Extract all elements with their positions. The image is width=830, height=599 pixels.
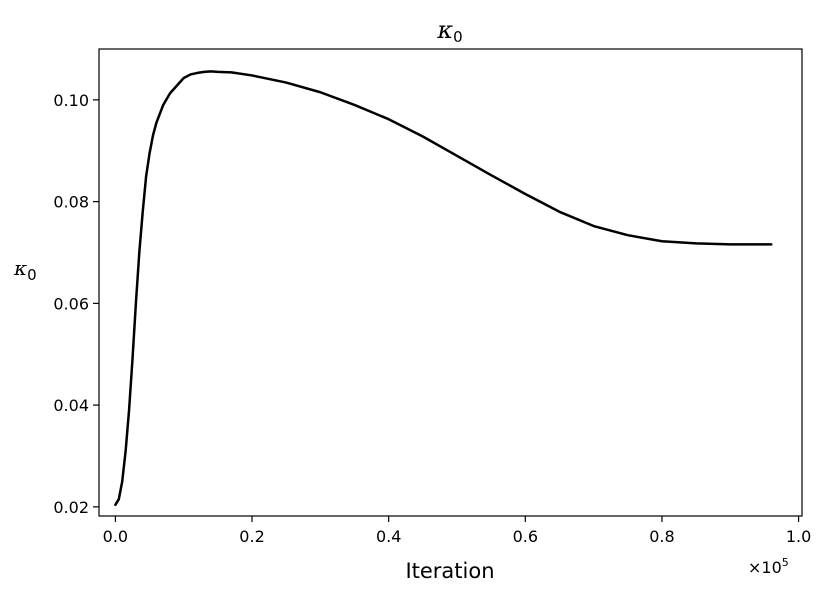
x-axis-label: Iteration xyxy=(405,559,494,583)
x-tick-label: 0.6 xyxy=(513,527,538,546)
x-tick-label: 1.0 xyxy=(786,527,811,546)
chart-title-symbol: κ xyxy=(436,16,453,44)
plot-frame xyxy=(98,48,803,517)
x-axis-multiplier-base: ×10 xyxy=(748,558,782,577)
x-tick-label: 0.2 xyxy=(239,527,264,546)
x-axis-multiplier-exponent: 5 xyxy=(782,556,789,569)
y-tick-label: 0.10 xyxy=(53,91,89,110)
y-axis-label-symbol: κ xyxy=(13,256,27,280)
x-axis-ticks: 0.0 0.2 0.4 0.6 0.8 1.0 xyxy=(103,516,811,546)
y-axis-label: κ0 xyxy=(13,256,37,284)
x-tick-label: 0.4 xyxy=(376,527,401,546)
series-line-kappa0 xyxy=(114,70,773,507)
chart-title: κ0 xyxy=(436,16,462,46)
y-axis-label-subscript: 0 xyxy=(27,266,37,284)
x-axis-multiplier: ×105 xyxy=(748,556,789,577)
y-axis-ticks: 0.02 0.04 0.06 0.08 0.10 xyxy=(53,91,99,517)
x-tick-label: 0.0 xyxy=(103,527,128,546)
y-tick-label: 0.04 xyxy=(53,396,89,415)
y-tick-label: 0.06 xyxy=(53,294,89,313)
chart-title-subscript: 0 xyxy=(453,28,463,46)
y-tick-label: 0.02 xyxy=(53,498,89,517)
y-tick-label: 0.08 xyxy=(53,193,89,212)
x-tick-label: 0.8 xyxy=(649,527,674,546)
